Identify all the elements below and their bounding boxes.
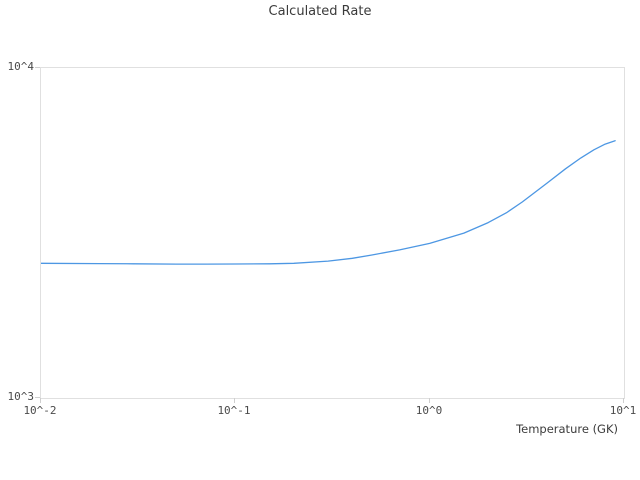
rate-line-plot bbox=[41, 140, 616, 265]
y-tick-label: 10^3 bbox=[7, 390, 35, 403]
x-tick-label: 10^-2 bbox=[23, 404, 57, 417]
y-tick-mark bbox=[35, 67, 40, 68]
x-tick-label: 10^-1 bbox=[217, 404, 251, 417]
calculated-rate-line bbox=[41, 140, 616, 265]
x-tick-mark bbox=[429, 398, 430, 403]
x-tick-label: 10^1 bbox=[609, 404, 637, 417]
x-tick-mark bbox=[40, 398, 41, 403]
y-tick-mark bbox=[35, 397, 40, 398]
x-axis-title: Temperature (GK) bbox=[516, 422, 618, 436]
x-tick-mark bbox=[623, 398, 624, 403]
plot-area bbox=[40, 67, 625, 399]
y-tick-label: 10^4 bbox=[7, 60, 35, 73]
chart-title: Calculated Rate bbox=[268, 4, 372, 19]
x-tick-label: 10^0 bbox=[415, 404, 443, 417]
x-tick-mark bbox=[234, 398, 235, 403]
